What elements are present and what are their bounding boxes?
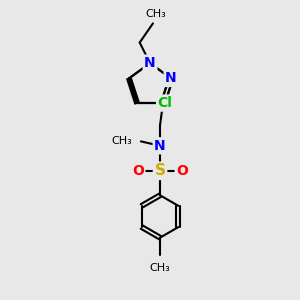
Text: CH₃: CH₃: [150, 263, 170, 273]
Text: N: N: [144, 56, 156, 70]
Text: Cl: Cl: [158, 96, 172, 110]
Text: S: S: [154, 163, 166, 178]
Text: CH₃: CH₃: [111, 136, 132, 146]
Text: O: O: [132, 164, 144, 178]
Text: CH₃: CH₃: [146, 9, 166, 19]
Text: N: N: [165, 71, 177, 85]
Text: O: O: [176, 164, 188, 178]
Text: N: N: [154, 139, 166, 153]
